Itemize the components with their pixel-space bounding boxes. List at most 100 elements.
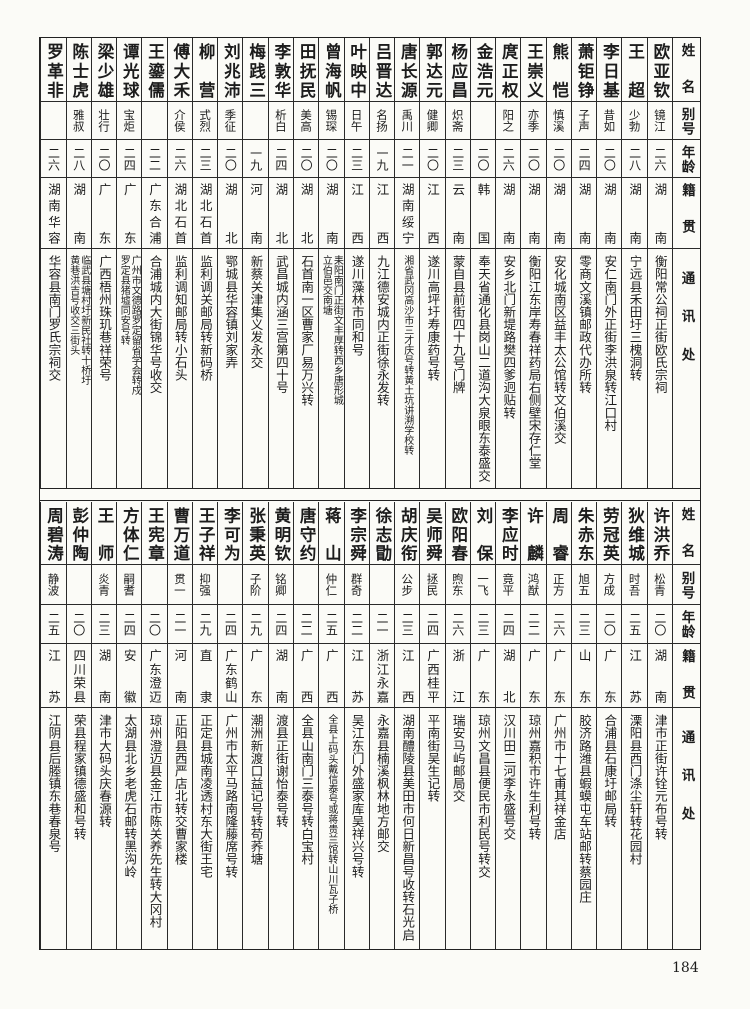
address-cell: 汉川田二河李永盛号交 — [496, 708, 520, 949]
age-cell: 二六 — [445, 605, 470, 644]
name-text: 王子祥 — [196, 507, 216, 561]
person-column: 庹正权 阳之 二六 湖南 安乡北门新堤路樊四爹迥贴转 — [495, 38, 521, 488]
origin-cell: 湖南 — [91, 644, 117, 708]
address-text: 渡县正街谢怡泰号转 — [273, 714, 289, 828]
name-cell: 蒋山 — [319, 502, 344, 565]
age-text: 二一 — [374, 612, 389, 636]
table-divider — [39, 488, 701, 501]
alias-cell: 群奇 — [344, 565, 369, 605]
address-text: 荣县程家镇德盛和号转 — [71, 714, 87, 840]
age-cell: 二四 — [117, 605, 142, 644]
origin-cell: 湖北 — [268, 178, 294, 249]
alias-cell: 宝炬 — [117, 102, 142, 140]
person-column: 李可为 二四 广东鹤山 广州市太平马路南隆藤席号转 — [217, 502, 243, 949]
origin-cell: 湖南 — [521, 178, 546, 249]
address-cell: 安化城南区益丰太公馆转文伯溪交 — [547, 249, 571, 488]
header-alias-label: 别号 — [678, 106, 695, 135]
age-text: 二〇 — [299, 146, 314, 171]
name-cell: 黄明钦 — [268, 502, 294, 565]
name-cell: 狄维城 — [622, 502, 647, 565]
alias-text: 阳之 — [501, 109, 516, 132]
name-text: 庹正权 — [499, 43, 519, 98]
address-cell: 遂川高坪圩寿康药号转 — [420, 249, 444, 488]
age-cell: 二〇 — [66, 605, 91, 644]
address-cell: 胶济路潍县蝦蟆屯车站邮转蔡园庄 — [572, 708, 596, 949]
origin-cell: 江苏 — [41, 644, 66, 708]
alias-cell: 名扬 — [369, 102, 395, 140]
name-text: 陈士虎 — [69, 43, 89, 98]
origin-cell: 江西 — [344, 178, 369, 249]
alias-cell: 昔如 — [597, 102, 622, 140]
name-text: 李日基 — [600, 43, 620, 98]
address-text: 衡阳江东岸寿春祥药局右侧壁宋存仁堂 — [526, 255, 542, 470]
alias-text: 竟平 — [501, 573, 516, 596]
name-text: 许洪乔 — [650, 507, 670, 561]
name-text: 王崇义 — [524, 43, 544, 98]
origin-text: 江西 — [424, 183, 440, 244]
origin-cell: 湖南 — [597, 178, 622, 249]
address-cell: 耒阳南门正街文丰厚转西乡唐形城 立伯邑交南塘 — [319, 249, 343, 488]
person-column: 王鎏儒 二二 广东合浦 合浦城内大街锦华号收交 — [141, 38, 167, 488]
name-cell: 劳冠英 — [597, 502, 622, 565]
alias-text: 静波 — [46, 573, 61, 596]
origin-cell: 湖南绥宁 — [395, 178, 420, 249]
name-text: 王超 — [625, 43, 645, 98]
person-column: 陈士虎 雅叔 二八 湖南 临武县塘村圩新民社转十桥圩 黄巷洪吉号收交三街头 — [65, 38, 91, 488]
name-cell: 周睿 — [546, 502, 571, 565]
age-text: 二三 — [476, 612, 490, 636]
origin-text: 江苏 — [627, 649, 643, 703]
origin-text: 湖南 — [273, 649, 289, 703]
person-column: 狄维城 时吾 二五 江苏 溧阳县西门涤尘轩转花园村 — [621, 502, 647, 949]
name-text: 李可为 — [221, 507, 241, 561]
age-cell: 二〇 — [319, 140, 344, 178]
alias-cell: 正方 — [546, 565, 571, 605]
origin-cell: 湖南 — [319, 178, 344, 249]
name-text: 田抚民 — [297, 43, 317, 98]
person-column: 张秉英 子阶 二九 广东 潮洲新渡口益记号转苟荞塘 — [242, 502, 268, 949]
address-text: 安化城南区益丰太公馆转文伯溪交 — [551, 255, 567, 444]
name-cell: 李应时 — [496, 502, 521, 565]
alias-cell: 式烈 — [192, 102, 218, 140]
age-text: 二五 — [324, 612, 339, 636]
name-cell: 梁少雄 — [91, 38, 117, 102]
alias-text: 炎青 — [97, 573, 112, 596]
age-cell: 二三 — [344, 140, 369, 178]
person-column: 朱赤东 旭五 二三 山东 胶济路潍县蝦蟆屯车站邮转蔡园庄 — [570, 502, 597, 949]
person-column: 许麟 鸿猷 二二 广东 琼州嘉积市许生利号转 — [520, 502, 546, 949]
origin-cell: 湖北石首 — [192, 178, 218, 249]
person-column: 李敦华 析白 二四 湖北 武昌城内涵三宫第四十号 — [267, 38, 294, 488]
origin-text: 广东鹤山 — [222, 649, 238, 703]
name-text: 金浩元 — [474, 43, 493, 98]
age-text: 二三 — [198, 146, 213, 171]
age-cell: 二九 — [192, 605, 218, 644]
origin-cell: 湖北石首 — [167, 178, 192, 249]
name-cell: 熊恺 — [546, 38, 571, 102]
age-text: 二〇 — [97, 146, 112, 171]
name-text: 曾海帆 — [322, 43, 342, 98]
alias-text: 式烈 — [198, 109, 213, 132]
header-origin-label: 籍贯 — [679, 183, 695, 233]
address-text: 太湖县北乡老虎石邮转黑沟岭 — [122, 714, 138, 878]
name-text: 王鎏儒 — [145, 43, 165, 98]
address-cell: 广州市文德路罗定留省学会转戍 罗定县猪墟同安号转 — [117, 249, 141, 488]
origin-cell: 河南 — [167, 644, 192, 708]
name-cell: 吴师舜 — [420, 502, 445, 565]
alias-cell — [369, 565, 395, 605]
origin-cell: 韩国 — [470, 178, 496, 249]
address-cell: 瑞安马屿邮局交 — [446, 708, 470, 949]
address-cell: 潮洲新渡口益记号转苟荞塘 — [243, 708, 267, 949]
age-cell: 二〇 — [546, 140, 571, 178]
alias-cell: 析白 — [268, 102, 294, 140]
age-cell: 二〇 — [597, 605, 622, 644]
origin-cell: 浙江 — [445, 644, 470, 708]
address-text: 琼州澄迈县金江市陈关养先生转大冈村 — [147, 714, 163, 929]
header-address-label: 通讯处 — [678, 730, 695, 820]
origin-cell: 河南 — [243, 178, 268, 249]
age-cell: 二四 — [268, 140, 294, 178]
name-text: 李宗舜 — [347, 507, 367, 561]
origin-text: 广东 — [96, 183, 112, 244]
address-text: 安乡北门新堤路樊四爹迥贴转 — [501, 255, 517, 419]
address-text: 津市大码头庆春源转 — [97, 714, 113, 828]
age-text: 二〇 — [602, 612, 617, 636]
origin-text: 四川荣县 — [71, 649, 87, 703]
